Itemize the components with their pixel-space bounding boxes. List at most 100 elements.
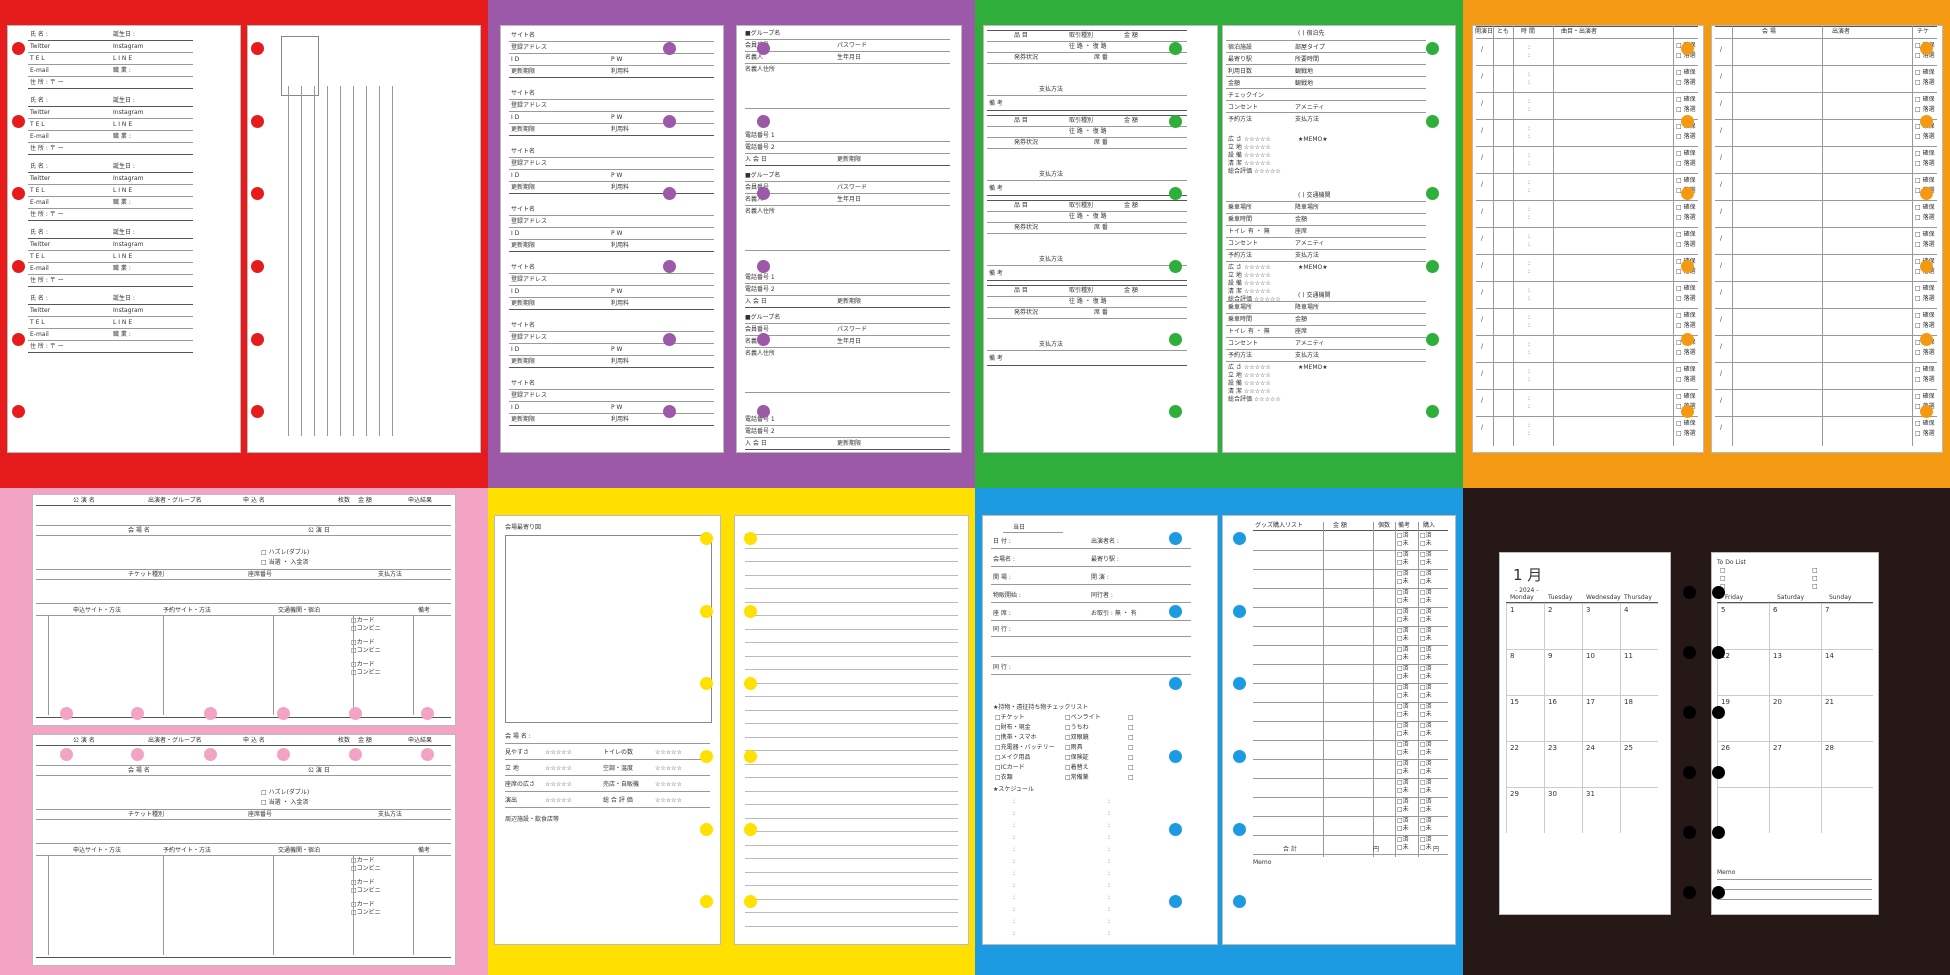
- travel-route-label: 往 路 ・ 復 路: [1069, 43, 1107, 50]
- tile-calendar: 1 月 - 2024 - Monday Tuesday Wednesday Thurs…: [1463, 488, 1950, 975]
- binder-hole: [1920, 260, 1933, 273]
- goods-nobuy-4: □未: [1420, 616, 1432, 623]
- sheet-travel-bookings: 品 目取引種別金 額往 路 ・ 復 路発券状況席 番支払方法備 考品 目取引種別…: [983, 25, 1218, 453]
- note-line: [745, 750, 958, 751]
- contact-address-label: 住 所 : 〒 ー: [30, 79, 64, 86]
- note-line: [745, 601, 958, 603]
- hotel-facility-label: 宿泊施設: [1228, 44, 1253, 51]
- note-line: [745, 615, 958, 616]
- rule-line: [509, 157, 714, 158]
- rule-line: [509, 135, 714, 136]
- hotel-rating-2: 設 備 ☆☆☆☆☆: [1228, 152, 1271, 159]
- binder-hole: [349, 748, 362, 761]
- ticket-site: 申込サイト・方法: [73, 607, 122, 614]
- hotel-amenity-label: アメニティ: [1295, 104, 1325, 111]
- review-stars-5: ☆☆☆☆☆: [655, 765, 682, 772]
- binder-hole: [12, 115, 25, 128]
- contact-tel-label: T E L: [30, 121, 45, 128]
- rule-line: [1476, 416, 1698, 417]
- rule-line: [509, 65, 714, 66]
- contact-address-label: 住 所 : 〒 ー: [30, 211, 64, 218]
- log-slash: /: [1720, 154, 1723, 161]
- ticket-group: 出演者・グループ名: [148, 497, 202, 504]
- site-name-label: サイト名: [511, 264, 536, 271]
- log-slash: /: [1481, 289, 1484, 296]
- binder-hole: [744, 823, 757, 836]
- log-time-colon: :: [1528, 160, 1531, 167]
- member-name-label: 名義人: [745, 54, 764, 61]
- rule-line: [509, 367, 714, 368]
- birthdate-label: 生年月日: [837, 196, 862, 203]
- rule-line: [28, 52, 193, 53]
- binder-hole: [1920, 333, 1933, 346]
- transport-payment-label: 支払方法: [1295, 352, 1320, 359]
- column-line: [288, 86, 289, 436]
- contact-line-label: L I N E: [113, 319, 133, 326]
- rule-line: [28, 352, 193, 353]
- rule-line: [987, 126, 1187, 127]
- ticket-count: 枚数: [338, 497, 351, 504]
- rule-line: [509, 285, 714, 286]
- hotel-time-label: 所要時間: [1295, 56, 1320, 63]
- binder-hole: [700, 532, 713, 545]
- rule-line: [1715, 26, 1937, 27]
- goods-nobuy-2: □未: [1420, 578, 1432, 585]
- goods-nobuy-13: □未: [1420, 787, 1432, 794]
- goods-undone-4: □未: [1397, 616, 1409, 623]
- travel-seat-label: 席 番: [1094, 309, 1108, 316]
- binder-hole: [1233, 677, 1246, 690]
- log-check-1: □ 確保: [1676, 150, 1696, 157]
- member-no-label: 会員番号: [745, 184, 770, 191]
- phone1-label: 電話番号 1: [745, 274, 775, 281]
- contact-instagram-label: Instagram: [113, 43, 144, 50]
- rule-line: [991, 548, 1191, 549]
- log-slash: /: [1720, 100, 1723, 107]
- rule-line: [1476, 26, 1698, 27]
- rule-line: [28, 250, 193, 251]
- rule-line: [1717, 889, 1872, 890]
- contact-birthday-label: 誕生日 :: [113, 295, 135, 302]
- goods-buy-9: □済: [1420, 703, 1432, 710]
- site-id-label: I D: [511, 404, 520, 411]
- review-label-4: トイレの数: [603, 749, 634, 756]
- column-line: [314, 86, 315, 436]
- note-line: [745, 804, 958, 805]
- column-line: [163, 615, 164, 715]
- rule-line: [987, 307, 1187, 308]
- checklist-blank: □: [1128, 764, 1134, 771]
- schedule-dot: :: [1108, 834, 1111, 841]
- venue-map-box: [505, 535, 712, 723]
- rule-line: [36, 775, 451, 776]
- contact-instagram-label: Instagram: [113, 241, 144, 248]
- password-label: パスワード: [837, 326, 868, 333]
- contact-name-label: 氏 名 :: [30, 97, 48, 104]
- transport-seat-label: 座席: [1295, 228, 1308, 235]
- checklist-item-6: □衣類: [995, 774, 1013, 781]
- binder-hole: [1683, 586, 1696, 599]
- calendar-day-cell: 30: [1544, 787, 1582, 833]
- calendar-day-cell: 15: [1506, 695, 1544, 741]
- rule-line: [987, 95, 1187, 96]
- rule-line: [28, 88, 193, 89]
- note-line: [745, 574, 958, 576]
- transport-outlet-label: コンセント: [1228, 340, 1259, 347]
- rule-line: [1715, 38, 1937, 39]
- log-check-2: □ 落選: [1915, 241, 1935, 248]
- site-pw-label: P W: [611, 172, 623, 179]
- transport-rating-3: 清 潔 ☆☆☆☆☆: [1228, 288, 1271, 295]
- log-check-1: □ 確保: [1915, 312, 1935, 319]
- log-check-1: □ 確保: [1676, 285, 1696, 292]
- rule-line: [987, 265, 1187, 266]
- rule-line: [1226, 52, 1426, 53]
- password-label: パスワード: [837, 184, 868, 191]
- rule-line: [745, 250, 950, 251]
- binder-hole: [1169, 260, 1182, 273]
- rule-line: [987, 280, 1187, 281]
- contact-email-label: E-mail: [30, 67, 49, 74]
- rule-line: [1253, 854, 1448, 855]
- calendar-day-cell: 22: [1506, 741, 1544, 787]
- rule-line: [1715, 173, 1937, 174]
- birthdate-label: 生年月日: [837, 54, 862, 61]
- rule-line: [1476, 92, 1698, 93]
